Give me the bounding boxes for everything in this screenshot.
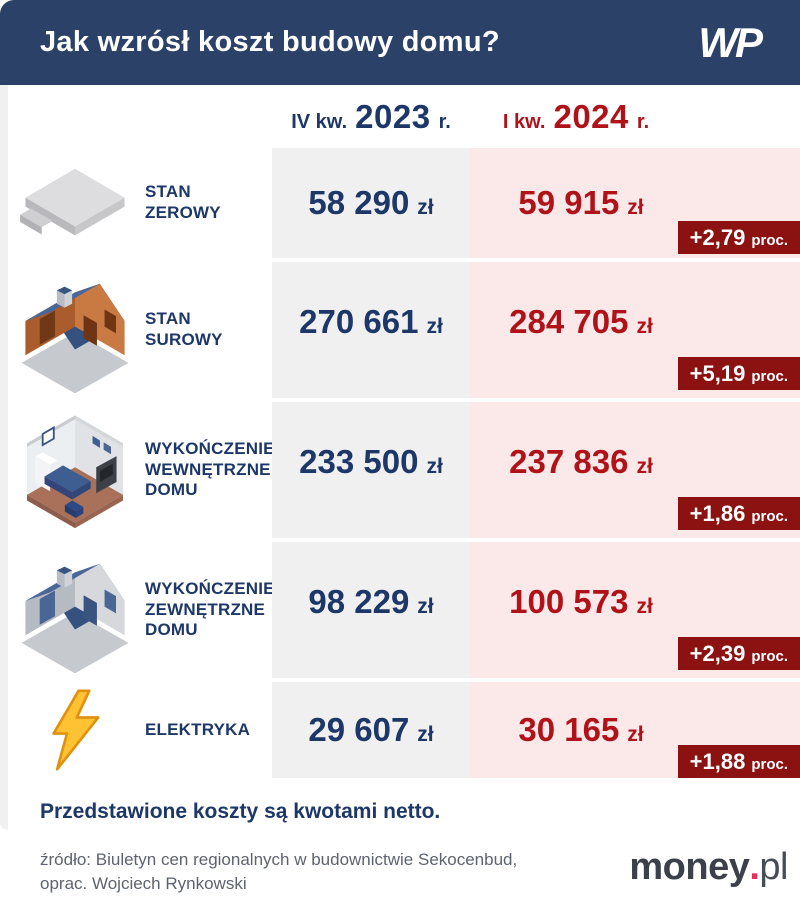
change-value: +2,39 <box>689 641 746 666</box>
cell-2024: 100 573 zł +2,39 proc. <box>470 542 800 678</box>
house-exterior-icon <box>10 542 140 678</box>
row-label: WYKOŃCZENIE WEWNĘTRZNE DOMU <box>145 438 275 500</box>
currency-label: zł <box>417 196 434 219</box>
year-label: 2024 <box>553 98 629 135</box>
table-row: STAN SUROWY 270 661 zł 284 705 zł +5,19 pro… <box>0 262 800 398</box>
column-header-2023: IV kw. 2023 r. <box>272 98 470 142</box>
header-bar: Jak wzrósł koszt budowy domu? WP <box>0 0 800 85</box>
currency-label: zł <box>636 315 653 338</box>
change-unit: proc. <box>751 508 788 525</box>
change-value: +1,88 <box>689 749 746 774</box>
room-interior-icon <box>10 402 140 538</box>
cell-2023: 58 290 zł <box>272 148 470 258</box>
change-unit: proc. <box>751 756 788 773</box>
value-2023: 58 290 <box>308 184 410 221</box>
value-2024: 237 836 <box>509 443 629 480</box>
change-badge: +2,79 proc. <box>677 221 800 254</box>
year-suffix: r. <box>438 111 451 133</box>
value-2024: 284 705 <box>509 303 629 340</box>
currency-label: zł <box>417 595 434 618</box>
currency-label: zł <box>426 315 443 338</box>
row-label: STAN ZEROWY <box>145 182 221 222</box>
table-row: WYKOŃCZENIE WEWNĘTRZNE DOMU 233 500 zł 23… <box>0 402 800 538</box>
value-2024: 59 915 <box>518 184 620 221</box>
cell-2024: 237 836 zł +1,86 proc. <box>470 402 800 538</box>
value-2023: 98 229 <box>308 583 410 620</box>
value-2023: 270 661 <box>299 303 419 340</box>
row-label: WYKOŃCZENIE ZEWNĘTRZNE DOMU <box>145 578 275 640</box>
brand-name: money <box>629 846 750 888</box>
change-badge: +2,39 proc. <box>677 637 800 670</box>
change-value: +2,79 <box>689 225 746 250</box>
cell-2024: 284 705 zł +5,19 proc. <box>470 262 800 398</box>
cell-2023: 98 229 zł <box>272 542 470 678</box>
cell-2023: 29 607 zł <box>272 682 470 778</box>
value-2024: 100 573 <box>509 583 629 620</box>
source-text: źródło: Biuletyn cen regionalnych w budo… <box>40 848 517 896</box>
currency-label: zł <box>627 196 644 219</box>
currency-label: zł <box>636 455 653 478</box>
netto-note: Przedstawione koszty są kwotami netto. <box>40 800 441 823</box>
change-value: +5,19 <box>689 361 746 386</box>
cell-2023: 270 661 zł <box>272 262 470 398</box>
brand-dot: . <box>749 846 760 888</box>
foundation-slab-icon <box>10 148 140 258</box>
change-badge: +1,86 proc. <box>677 497 800 530</box>
moneypl-logo: money. pl <box>629 846 788 889</box>
change-unit: proc. <box>751 368 788 385</box>
value-2023: 29 607 <box>308 711 410 748</box>
currency-label: zł <box>627 723 644 746</box>
brand-tld: pl <box>759 846 788 888</box>
year-suffix: r. <box>636 111 650 133</box>
wp-logo-icon: WP <box>698 18 763 66</box>
currency-label: zł <box>636 595 653 618</box>
currency-label: zł <box>417 723 434 746</box>
house-shell-icon <box>10 262 140 398</box>
left-gutter <box>0 85 8 830</box>
change-unit: proc. <box>751 648 788 665</box>
table-row: ELEKTRYKA 29 607 zł 30 165 zł +1,88 proc. <box>0 682 800 778</box>
cell-2023: 233 500 zł <box>272 402 470 538</box>
cell-2024: 59 915 zł +2,79 proc. <box>470 148 800 258</box>
row-label: STAN SUROWY <box>145 309 223 349</box>
page-title: Jak wzrósł koszt budowy domu? <box>40 26 500 58</box>
change-value: +1,86 <box>689 501 746 526</box>
quarter-label: I kw. <box>502 111 546 133</box>
change-badge: +1,88 proc. <box>677 745 800 778</box>
lightning-icon <box>10 682 140 778</box>
cell-2024: 30 165 zł +1,88 proc. <box>470 682 800 778</box>
year-label: 2023 <box>355 98 431 135</box>
table-row: WYKOŃCZENIE ZEWNĘTRZNE DOMU 98 229 zł 100… <box>0 542 800 678</box>
change-unit: proc. <box>751 232 788 249</box>
quarter-label: IV kw. <box>291 111 348 133</box>
table-row: STAN ZEROWY 58 290 zł 59 915 zł +2,79 proc. <box>0 148 800 258</box>
change-badge: +5,19 proc. <box>677 357 800 390</box>
source-line-2: oprac. Wojciech Rynkowski <box>40 874 247 894</box>
value-2024: 30 165 <box>518 711 620 748</box>
currency-label: zł <box>426 455 443 478</box>
row-label: ELEKTRYKA <box>145 719 251 739</box>
source-line-1: źródło: Biuletyn cen regionalnych w budo… <box>40 850 518 869</box>
column-header-2024: I kw. 2024 r. <box>470 98 682 142</box>
value-2023: 233 500 <box>299 443 419 480</box>
